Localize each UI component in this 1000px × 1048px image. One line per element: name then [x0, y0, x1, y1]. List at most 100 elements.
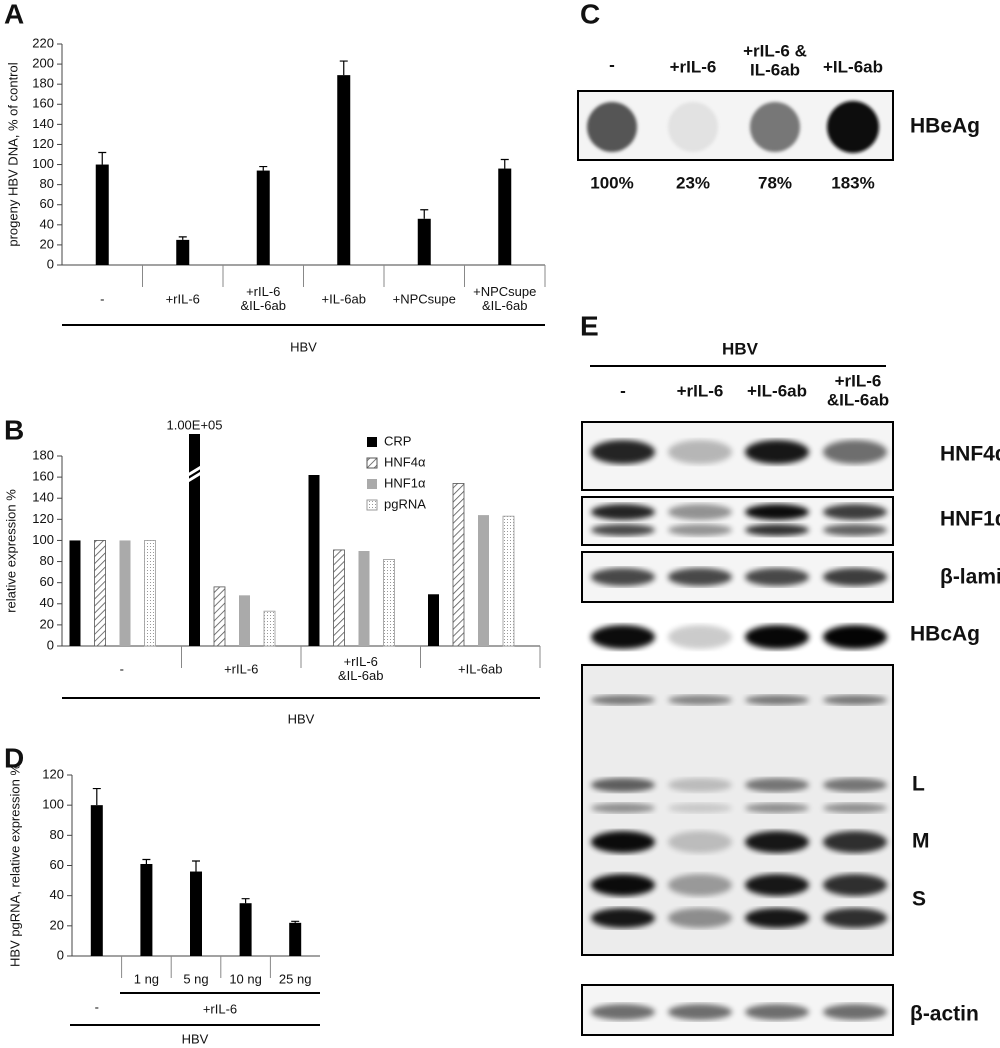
y-tick-label: 100 — [32, 532, 54, 547]
band — [823, 625, 887, 649]
band — [823, 908, 887, 928]
band — [591, 625, 655, 649]
y-tick-label: 60 — [40, 574, 54, 589]
lane-label: - — [609, 55, 615, 74]
x-tick-label: +NPCsupe &IL-6ab — [473, 284, 536, 313]
group-label: HBV — [182, 1031, 209, 1046]
y-tick-label: 100 — [42, 797, 64, 812]
lane-label: +IL-6ab — [823, 57, 883, 76]
band — [591, 524, 655, 536]
band — [745, 524, 809, 536]
band — [668, 504, 732, 520]
bar — [189, 434, 200, 646]
band — [745, 803, 809, 813]
y-tick-label: 120 — [32, 511, 54, 526]
band — [591, 778, 655, 792]
western-blot — [581, 421, 894, 1036]
y-axis-label: progeny HBV DNA, % of control — [5, 62, 20, 246]
y-tick-label: 0 — [47, 256, 54, 271]
row-label: L — [912, 773, 925, 796]
band — [591, 504, 655, 520]
band — [745, 695, 809, 705]
band — [591, 568, 655, 586]
panel-letter: A — [4, 0, 24, 29]
lane-label: +rIL-6 &IL-6ab — [827, 372, 889, 410]
bar — [478, 515, 489, 646]
lane-label: +rIL-6 & IL-6ab — [743, 42, 807, 80]
y-tick-label: 140 — [32, 490, 54, 505]
row-label: M — [912, 830, 930, 853]
error-bar — [500, 158, 509, 169]
error-bar — [241, 898, 250, 904]
legend-swatch — [367, 479, 377, 489]
legend-swatch — [367, 437, 377, 447]
bar — [263, 610, 276, 647]
band — [591, 908, 655, 928]
bar — [90, 805, 103, 956]
bar — [502, 515, 515, 647]
band — [745, 625, 809, 649]
y-tick-label: 180 — [32, 447, 54, 462]
band — [668, 908, 732, 928]
y-tick-label: 0 — [47, 637, 54, 652]
band — [668, 831, 732, 853]
y-tick-label: 160 — [32, 469, 54, 484]
x-tick-label: 10 ng — [229, 971, 262, 986]
y-tick-label: 100 — [32, 156, 54, 171]
y-axis-label: relative expression % — [3, 489, 18, 613]
band — [591, 695, 655, 705]
band — [823, 695, 887, 705]
error-bar — [259, 165, 268, 171]
y-tick-label: 120 — [32, 136, 54, 151]
bar — [95, 164, 109, 265]
panel-letter: C — [580, 0, 600, 29]
band — [745, 440, 809, 464]
quantification: 183% — [831, 173, 874, 192]
y-tick-label: 180 — [32, 76, 54, 91]
group-label: HBV — [288, 711, 315, 726]
bar — [94, 540, 106, 647]
band — [823, 1004, 887, 1020]
band — [668, 625, 732, 649]
bar — [239, 903, 252, 956]
y-tick-label: 20 — [40, 616, 54, 631]
group-label: HBV — [290, 339, 317, 354]
bar — [428, 594, 439, 646]
legend-swatch — [366, 457, 378, 469]
band — [823, 803, 887, 813]
y-tick-label: 20 — [50, 917, 64, 932]
x-tick-label: - — [100, 291, 104, 306]
band — [668, 568, 732, 586]
y-tick-label: 120 — [42, 766, 64, 781]
y-axis-label: HBV pgRNA, relative expression % — [7, 764, 22, 967]
x-tick-label: +rIL-6 — [166, 291, 200, 306]
quantification: 100% — [590, 173, 633, 192]
bar — [289, 922, 302, 956]
bar — [144, 540, 156, 647]
band — [745, 778, 809, 792]
y-tick-label: 60 — [40, 196, 54, 211]
band — [668, 695, 732, 705]
legend-label: pgRNA — [384, 496, 426, 511]
band — [745, 908, 809, 928]
legend-label: HNF4α — [384, 454, 426, 469]
panel-letter: E — [580, 310, 599, 341]
band — [745, 874, 809, 896]
bar — [69, 540, 81, 646]
bar — [190, 871, 202, 956]
x-tick-label: 1 ng — [134, 971, 159, 986]
panel-letter: D — [4, 742, 24, 773]
legend-label: CRP — [384, 433, 411, 448]
band — [668, 524, 732, 536]
band — [668, 803, 732, 813]
y-tick-label: 80 — [50, 827, 64, 842]
error-bar — [142, 858, 151, 864]
error-bar — [92, 787, 101, 806]
y-tick-label: 220 — [32, 35, 54, 50]
bar — [308, 475, 320, 646]
error-bar — [291, 920, 300, 923]
band — [745, 568, 809, 586]
bar — [452, 483, 465, 647]
error-bar — [98, 151, 107, 165]
